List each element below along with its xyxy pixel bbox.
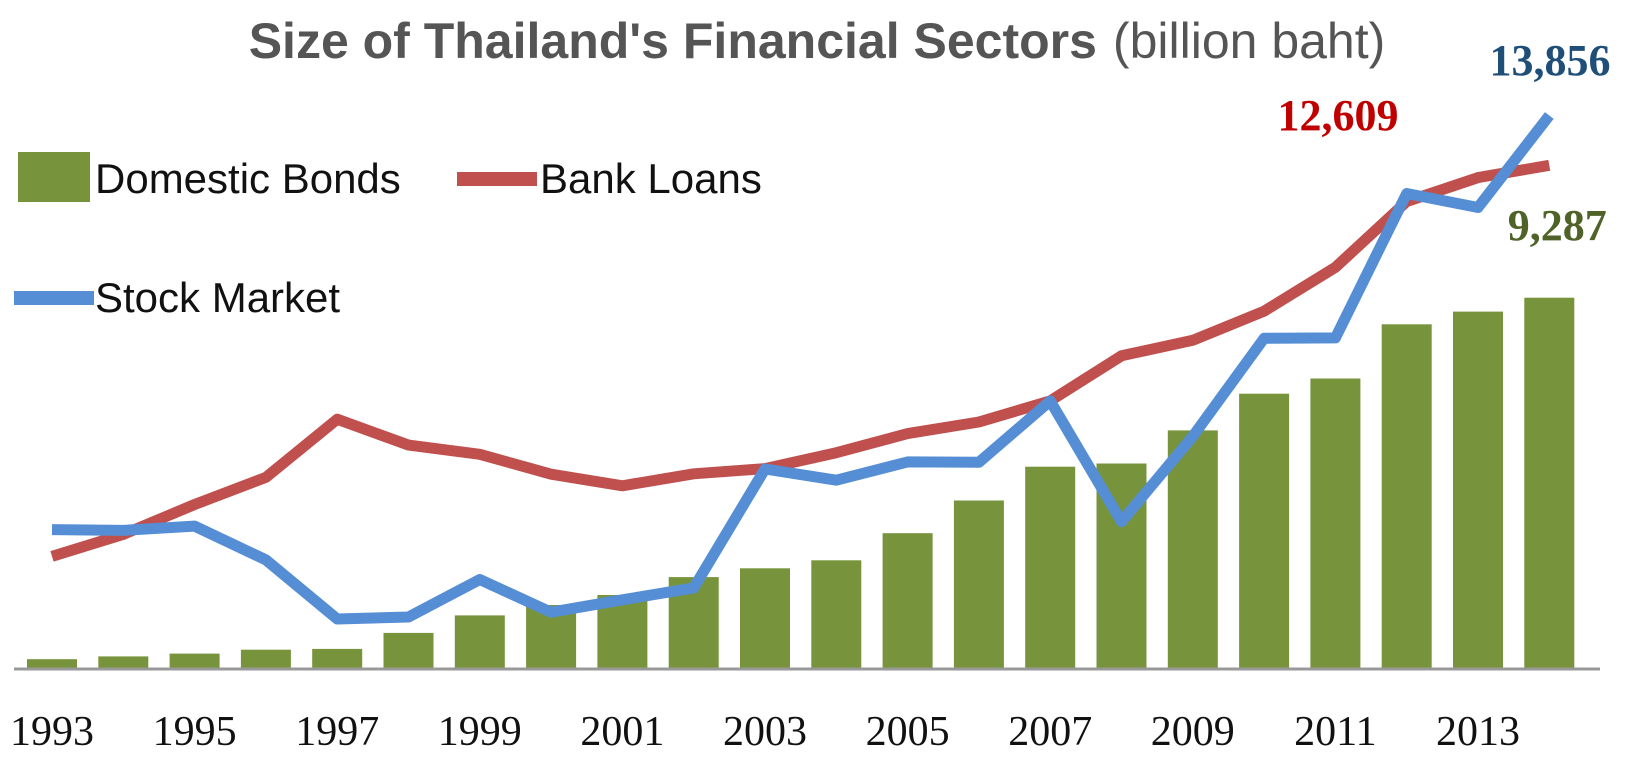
bar-domestic-bonds-1997 [312, 648, 363, 668]
x-tick-label-1999: 1999 [438, 709, 522, 755]
x-axis-tick-labels: 1993 1995 1997 1999 2001 2003 2005 2007 2009 2011… [10, 709, 1520, 755]
x-tick-label-2011: 2011 [1294, 709, 1376, 755]
bar-domestic-bonds-1995 [169, 653, 220, 668]
legend-label-stock-market: Stock Market [95, 274, 340, 321]
bar-domestic-bonds-2007 [1025, 466, 1076, 668]
bar-domestic-bonds-1994 [98, 656, 149, 668]
bar-domestic-bonds-2011 [1310, 378, 1361, 668]
bar-domestic-bonds-1999 [454, 615, 505, 668]
chart-title: Size of Thailand's Financial Sectors (bi… [249, 13, 1386, 69]
bar-domestic-bonds-2010 [1239, 393, 1290, 668]
bar-domestic-bonds-1996 [240, 649, 291, 668]
bar-domestic-bonds-2003 [740, 568, 790, 668]
line-stock-market [51, 112, 1554, 625]
bar-domestic-bonds-2005 [882, 533, 933, 668]
x-tick-label-2001: 2001 [580, 709, 664, 755]
bar-domestic-bonds-1998 [383, 632, 434, 668]
line-series [50, 112, 1554, 625]
stock-market-end-label: 13,856 [1490, 36, 1611, 85]
legend-swatch-domestic-bonds [18, 152, 90, 202]
legend-label-bank-loans: Bank Loans [540, 155, 762, 202]
bar-domestic-bonds-2009 [1167, 430, 1218, 668]
bar-domestic-bonds-2014 [1524, 297, 1575, 668]
legend-swatch-stock-market [14, 291, 94, 305]
bar-domestic-bonds-1993 [27, 659, 77, 668]
x-tick-label-2003: 2003 [723, 709, 807, 755]
line-bank-loans [50, 159, 1551, 562]
x-tick-label-2013: 2013 [1436, 709, 1520, 755]
chart-title-unit: (billion baht) [1113, 13, 1385, 69]
bank-loans-end-label: 12,609 [1278, 91, 1399, 140]
bar-domestic-bonds-2013 [1453, 311, 1503, 668]
x-tick-label-1997: 1997 [295, 709, 379, 755]
bar-domestic-bonds-2004 [811, 560, 862, 668]
bar-domestic-bonds-2006 [953, 500, 1004, 668]
x-tick-label-2009: 2009 [1151, 709, 1235, 755]
x-tick-label-2007: 2007 [1008, 709, 1092, 755]
legend-label-domestic-bonds: Domestic Bonds [95, 155, 401, 202]
x-tick-label-2005: 2005 [866, 709, 950, 755]
legend: Domestic Bonds Bank Loans Stock Market [14, 152, 762, 321]
domestic-bonds-end-label: 9,287 [1508, 201, 1607, 250]
bar-domestic-bonds-2012 [1381, 324, 1432, 668]
x-tick-label-1993: 1993 [10, 709, 94, 755]
legend-swatch-bank-loans [457, 172, 537, 186]
x-tick-label-1995: 1995 [153, 709, 237, 755]
chart-title-main: Size of Thailand's Financial Sectors [249, 13, 1097, 69]
